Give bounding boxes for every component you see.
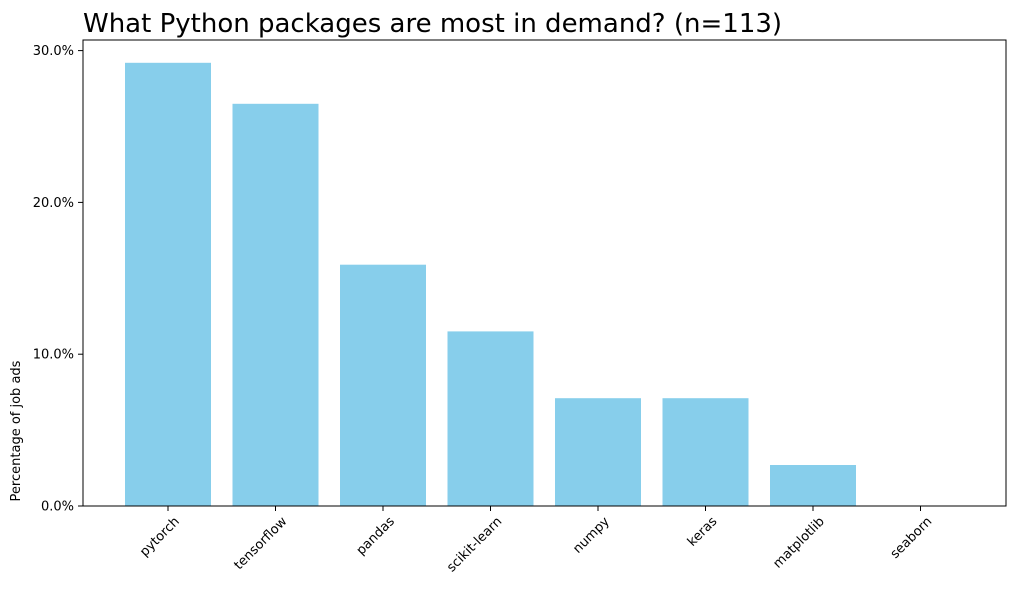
plot-frame xyxy=(82,39,1007,507)
x-tick-label: pytorch xyxy=(137,514,183,560)
x-axis-ticks: pytorch tensorflow pandas scikit-learn numpy… xyxy=(137,506,935,575)
x-tick-label: seaborn xyxy=(888,514,936,562)
x-tick-label: numpy xyxy=(570,514,613,557)
y-tick-label: 30.0% xyxy=(33,44,74,59)
y-axis-ticks: 0.0% 10.0% 20.0% 30.0% xyxy=(33,44,83,515)
x-tick-label: keras xyxy=(685,514,721,550)
x-tick-label: tensorflow xyxy=(232,514,291,573)
y-tick-label: 10.0% xyxy=(33,348,74,363)
bar-pandas xyxy=(340,264,426,506)
bars-group xyxy=(125,62,856,507)
bar-pytorch xyxy=(125,62,211,507)
bar-tensorflow xyxy=(232,103,319,507)
x-tick-label: pandas xyxy=(354,514,398,558)
x-tick-label: matplotlib xyxy=(770,514,827,571)
bar-matplotlib xyxy=(770,465,856,506)
y-axis-label: Percentage of job ads xyxy=(9,360,24,501)
x-tick-label: scikit-learn xyxy=(444,514,505,575)
bar-keras xyxy=(662,398,749,506)
chart-title: What Python packages are most in demand?… xyxy=(83,9,782,39)
y-tick-label: 0.0% xyxy=(41,500,74,515)
y-tick-label: 20.0% xyxy=(33,196,74,211)
bar-numpy xyxy=(555,398,641,506)
bar-scikit-learn xyxy=(447,331,534,506)
